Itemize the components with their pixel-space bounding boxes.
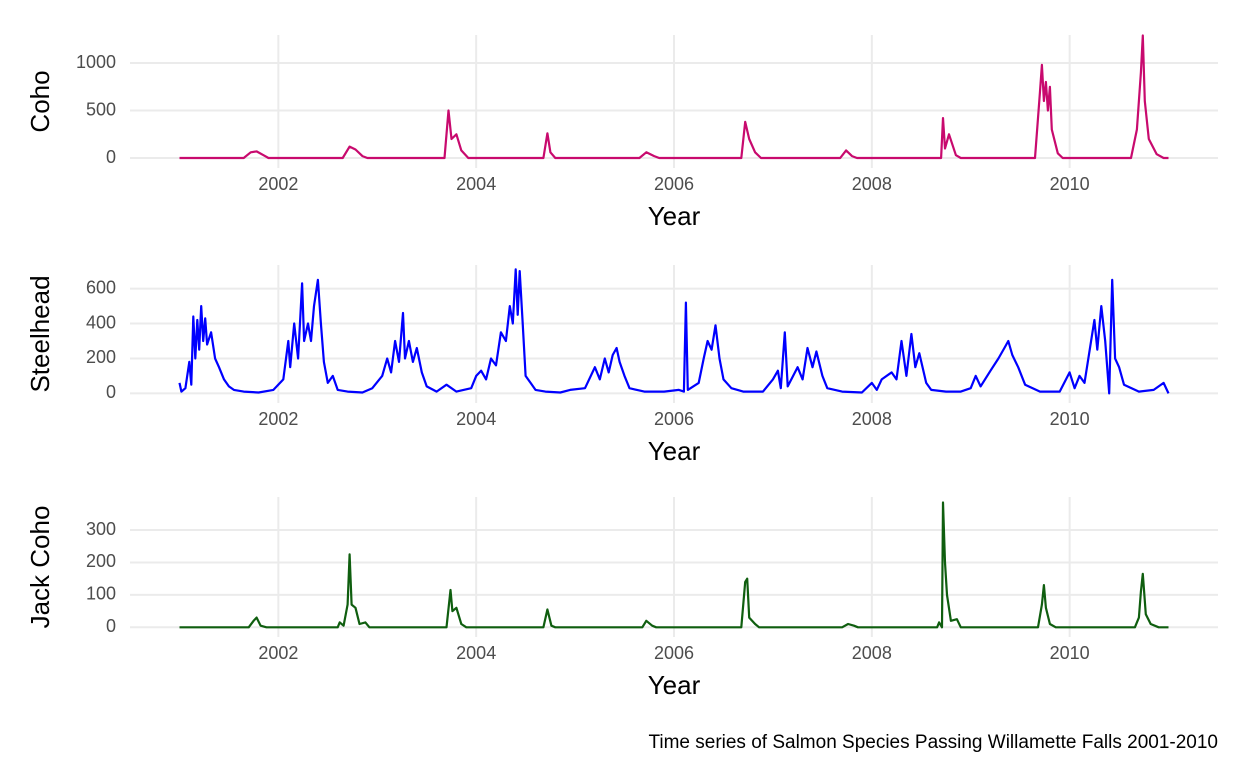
y-tick-label: 300: [86, 519, 116, 539]
data-line: [179, 501, 1169, 629]
x-tick-label: 2002: [258, 409, 298, 429]
y-axis-title: Jack Coho: [25, 506, 55, 629]
x-tick-label: 2002: [258, 174, 298, 194]
y-tick-label: 1000: [76, 52, 116, 72]
y-tick-label: 500: [86, 99, 116, 119]
x-tick-label: 2006: [654, 409, 694, 429]
y-tick-label: 0: [106, 616, 116, 636]
y-tick-label: 200: [86, 551, 116, 571]
x-tick-label: 2004: [456, 643, 496, 663]
y-tick-label: 0: [106, 147, 116, 167]
x-axis-title: Year: [648, 436, 701, 466]
x-tick-label: 2008: [852, 174, 892, 194]
x-tick-label: 2006: [654, 174, 694, 194]
y-tick-label: 100: [86, 584, 116, 604]
x-tick-label: 2004: [456, 174, 496, 194]
y-tick-label: 400: [86, 312, 116, 332]
x-tick-label: 2002: [258, 643, 298, 663]
data-line: [178, 268, 1170, 395]
x-tick-label: 2010: [1050, 409, 1090, 429]
x-tick-label: 2010: [1050, 174, 1090, 194]
x-tick-label: 2004: [456, 409, 496, 429]
caption: Time series of Salmon Species Passing Wi…: [648, 732, 1218, 753]
y-axis-title: Coho: [25, 70, 55, 132]
y-axis-title: Steelhead: [25, 275, 55, 392]
x-tick-label: 2010: [1050, 643, 1090, 663]
x-axis-title: Year: [648, 201, 701, 231]
y-tick-label: 600: [86, 277, 116, 297]
y-tick-label: 0: [106, 382, 116, 402]
x-axis-title: Year: [648, 670, 701, 700]
x-tick-label: 2008: [852, 643, 892, 663]
x-tick-label: 2008: [852, 409, 892, 429]
y-tick-label: 200: [86, 347, 116, 367]
x-tick-label: 2006: [654, 643, 694, 663]
data-line: [179, 34, 1169, 160]
